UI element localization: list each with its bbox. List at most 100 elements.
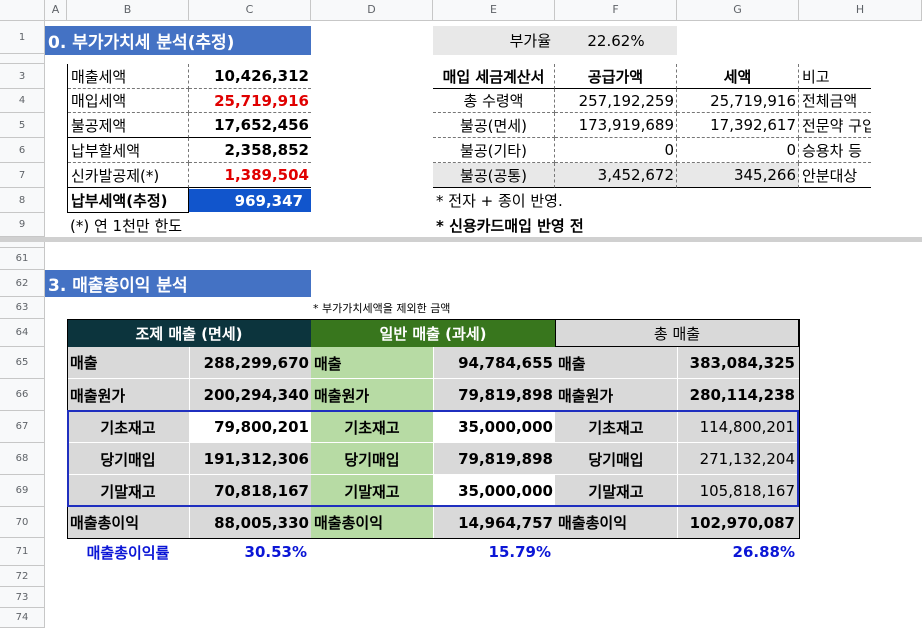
vat-note-1[interactable]: * 전자 + 종이 반영. — [436, 192, 563, 210]
frozen-divider[interactable] — [0, 237, 922, 242]
input-tax-label[interactable]: 매입세액 — [68, 89, 189, 113]
column-header-g[interactable]: G — [677, 0, 799, 21]
g0-end-label[interactable]: 기말재고 — [67, 475, 189, 507]
column-header-h[interactable]: H — [799, 0, 922, 21]
row-header[interactable]: 70 — [0, 507, 45, 538]
g2-begin[interactable]: 114,800,201 — [677, 411, 799, 443]
g0-begin-label[interactable]: 기초재고 — [67, 411, 189, 443]
g1-cogs-label[interactable]: 매출원가 — [311, 379, 433, 411]
g1-purchase[interactable]: 79,819,898 — [433, 443, 555, 475]
row-header[interactable]: 66 — [0, 379, 45, 411]
g0-sales-label[interactable]: 매출 — [67, 347, 189, 379]
g2-profit-label[interactable]: 매출총이익 — [555, 507, 677, 538]
exempt-note[interactable]: 전문약 구입 — [799, 113, 871, 138]
vat-rate-label[interactable]: 부가율 — [433, 26, 555, 55]
input-tax-value[interactable]: 25,719,916 — [189, 89, 311, 113]
g2-begin-label[interactable]: 기초재고 — [555, 411, 677, 443]
g1-end-label[interactable]: 기말재고 — [311, 475, 433, 507]
total-sales-header[interactable]: 총 매출 — [555, 319, 799, 347]
column-header-f[interactable]: F — [555, 0, 677, 21]
g1-profit[interactable]: 14,964,757 — [433, 507, 555, 538]
g2-sales-label[interactable]: 매출 — [555, 347, 677, 379]
row-header[interactable]: 71 — [0, 538, 45, 566]
g2-cogs[interactable]: 280,114,238 — [677, 379, 799, 411]
row-header[interactable]: 69 — [0, 475, 45, 507]
common-tax[interactable]: 345,266 — [677, 163, 799, 188]
row-header[interactable]: 61 — [0, 248, 45, 270]
row-header[interactable]: 68 — [0, 443, 45, 475]
g0-margin[interactable]: 30.53% — [244, 543, 307, 561]
g1-cogs[interactable]: 79,819,898 — [433, 379, 555, 411]
common-label[interactable]: 불공(공통) — [433, 163, 555, 188]
column-header-a[interactable]: A — [45, 0, 67, 21]
nondeductible-value[interactable]: 17,652,456 — [189, 113, 311, 138]
common-supply[interactable]: 3,452,672 — [555, 163, 677, 188]
g0-begin[interactable]: 79,800,201 — [189, 411, 311, 443]
remark-header[interactable]: 비고 — [799, 64, 871, 89]
g2-end-label[interactable]: 기말재고 — [555, 475, 677, 507]
invoice-header[interactable]: 매입 세금계산서 — [433, 64, 555, 89]
column-header-c[interactable]: C — [189, 0, 311, 21]
g2-purchase-label[interactable]: 당기매입 — [555, 443, 677, 475]
g0-profit[interactable]: 88,005,330 — [189, 507, 311, 538]
row-header[interactable]: 7 — [0, 163, 45, 188]
row-header[interactable]: 72 — [0, 566, 45, 587]
column-header-e[interactable]: E — [433, 0, 555, 21]
payable-tax-value[interactable]: 2,358,852 — [189, 138, 311, 163]
other-label[interactable]: 불공(기타) — [433, 138, 555, 163]
row-header[interactable]: 5 — [0, 113, 45, 138]
card-credit-value[interactable]: 1,389,504 — [189, 163, 311, 188]
g1-profit-label[interactable]: 매출총이익 — [311, 507, 433, 538]
other-note[interactable]: 승용차 등 — [799, 138, 871, 163]
row-header[interactable]: 6 — [0, 138, 45, 163]
g1-sales-label[interactable]: 매출 — [311, 347, 433, 379]
output-tax-value[interactable]: 10,426,312 — [189, 64, 311, 89]
row-header[interactable]: 62 — [0, 270, 45, 297]
row-header[interactable]: 8 — [0, 188, 45, 213]
corner-cell[interactable] — [0, 0, 45, 21]
g2-sales[interactable]: 383,084,325 — [677, 347, 799, 379]
g2-purchase[interactable]: 271,132,204 — [677, 443, 799, 475]
other-supply[interactable]: 0 — [555, 138, 677, 163]
g0-purchase-label[interactable]: 당기매입 — [67, 443, 189, 475]
g0-purchase[interactable]: 191,312,306 — [189, 443, 311, 475]
vat-limit-note[interactable]: (*) 연 1천만 한도 — [70, 216, 183, 235]
g1-margin[interactable]: 15.79% — [488, 543, 551, 561]
g2-cogs-label[interactable]: 매출원가 — [555, 379, 677, 411]
row-header[interactable]: 74 — [0, 608, 45, 628]
row-header[interactable]: 65 — [0, 347, 45, 379]
g1-begin-label[interactable]: 기초재고 — [311, 411, 433, 443]
g0-sales[interactable]: 288,299,670 — [189, 347, 311, 379]
nondeductible-label[interactable]: 불공제액 — [68, 113, 189, 138]
margin-label[interactable]: 매출총이익률 — [86, 543, 170, 562]
gross-footnote[interactable]: * 부가가치세액을 제외한 금액 — [313, 302, 451, 315]
card-credit-label[interactable]: 신카발공제(*) — [68, 163, 189, 188]
row-header[interactable] — [0, 242, 45, 248]
other-tax[interactable]: 0 — [677, 138, 799, 163]
received-total-tax[interactable]: 25,719,916 — [677, 89, 799, 113]
received-total-note[interactable]: 전체금액 — [799, 89, 871, 113]
row-header[interactable]: 73 — [0, 587, 45, 608]
row-header[interactable]: 1 — [0, 21, 45, 54]
vat-section-title[interactable]: 0. 부가가치세 분석(추정) — [45, 26, 311, 55]
g1-purchase-label[interactable]: 당기매입 — [311, 443, 433, 475]
general-sales-header[interactable]: 일반 매출 (과세) — [311, 319, 555, 347]
exempt-tax[interactable]: 17,392,617 — [677, 113, 799, 138]
row-header[interactable]: 3 — [0, 64, 45, 89]
row-header[interactable]: 67 — [0, 411, 45, 443]
received-total-label[interactable]: 총 수령액 — [433, 89, 555, 113]
row-header[interactable]: 4 — [0, 89, 45, 113]
gross-section-title[interactable]: 3. 매출총이익 분석 — [45, 270, 311, 297]
g0-profit-label[interactable]: 매출총이익 — [67, 507, 189, 538]
received-total-supply[interactable]: 257,192,259 — [555, 89, 677, 113]
pharmacy-sales-header[interactable]: 조제 매출 (면세) — [67, 319, 311, 347]
tax-header[interactable]: 세액 — [677, 64, 799, 89]
g0-cogs[interactable]: 200,294,340 — [189, 379, 311, 411]
row-header[interactable]: 2 — [0, 54, 45, 64]
g2-end[interactable]: 105,818,167 — [677, 475, 799, 507]
estimated-tax-label[interactable]: 납부세액(추정) — [68, 188, 189, 213]
exempt-supply[interactable]: 173,919,689 — [555, 113, 677, 138]
g1-begin[interactable]: 35,000,000 — [433, 411, 555, 443]
g0-end[interactable]: 70,818,167 — [189, 475, 311, 507]
common-note[interactable]: 안분대상 — [799, 163, 871, 188]
